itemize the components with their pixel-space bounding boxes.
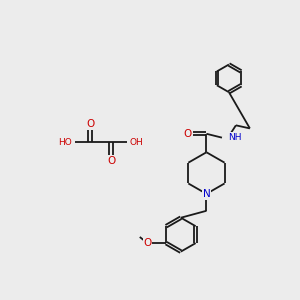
Text: O: O (86, 119, 94, 129)
Text: O: O (183, 129, 191, 139)
Text: HO: HO (58, 138, 72, 147)
Text: OH: OH (130, 138, 143, 147)
Text: O: O (107, 156, 115, 166)
Text: NH: NH (228, 133, 242, 142)
Text: O: O (143, 238, 152, 248)
Text: N: N (202, 189, 210, 199)
